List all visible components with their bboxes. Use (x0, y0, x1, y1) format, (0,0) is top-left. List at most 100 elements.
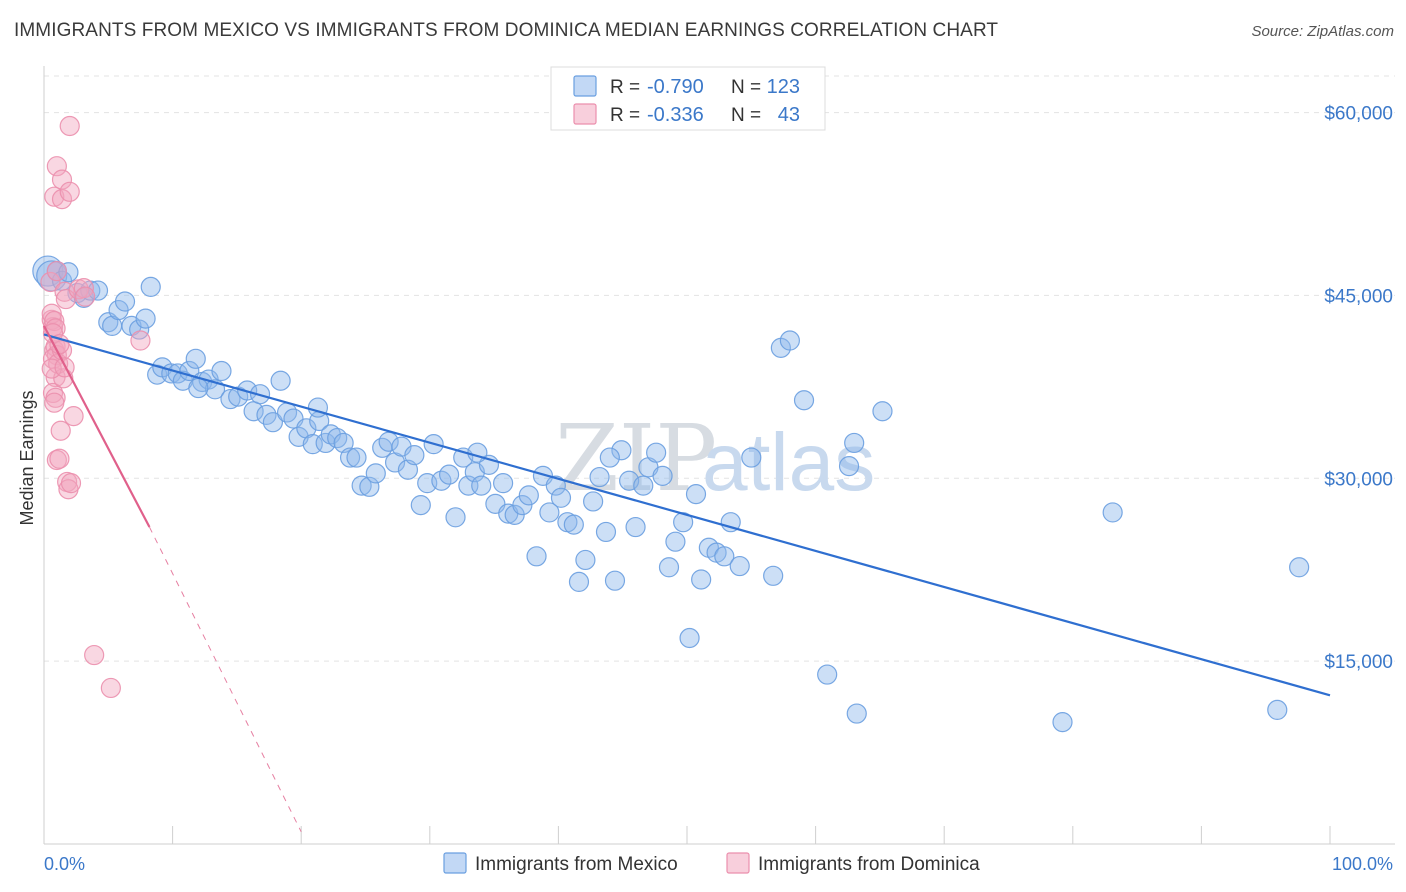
point-dominica (40, 271, 61, 293)
point-mexico (262, 412, 284, 433)
y-tick-label: $30,000 (1324, 469, 1393, 490)
chart-title: IMMIGRANTS FROM MEXICO VS IMMIGRANTS FRO… (14, 20, 999, 41)
x-tick-label-end: 100.0% (1332, 854, 1393, 874)
point-mexico (741, 447, 762, 468)
point-mexico (779, 330, 800, 351)
legend-bottom: Immigrants from Mexico Immigrants from Do… (443, 852, 980, 875)
legend-r-value: -0.336 (647, 104, 704, 126)
point-mexico (351, 475, 372, 496)
point-mexico (1052, 711, 1073, 733)
point-mexico (568, 571, 590, 593)
point-mexico (714, 546, 735, 567)
point-mexico (539, 502, 560, 523)
point-mexico (679, 627, 700, 649)
legend-top-box (550, 66, 826, 131)
watermark-atlas: atlas (702, 417, 875, 508)
point-dominica (49, 448, 70, 469)
trendline-dominica-dashed (149, 526, 302, 833)
chart-source: Source: ZipAtlas.com (1251, 23, 1394, 40)
point-mexico (512, 495, 533, 516)
legend-bottom-swatch-dominica (726, 852, 750, 874)
point-mexico (595, 521, 617, 543)
point-mexico (691, 569, 712, 590)
point-mexico (270, 370, 291, 391)
point-dominica (84, 644, 105, 666)
point-mexico (410, 495, 431, 516)
points-layer (32, 115, 1310, 733)
y-tick-label: $15,000 (1324, 652, 1393, 673)
point-mexico (763, 565, 784, 586)
point-mexico (365, 463, 386, 484)
point-mexico (1267, 699, 1288, 721)
point-mexico (658, 557, 680, 578)
point-mexico (817, 664, 838, 685)
point-mexico (493, 473, 514, 494)
point-mexico (633, 475, 654, 496)
point-mexico (583, 491, 604, 512)
point-mexico (604, 570, 626, 591)
legend-top: R = -0.790 N = 123 R = -0.336 N = 43 (550, 66, 826, 131)
point-dominica (60, 473, 82, 494)
point-mexico (188, 377, 209, 399)
point-dominica (44, 392, 65, 413)
point-mexico (438, 464, 460, 485)
point-mexico (575, 549, 596, 571)
legend-swatch-dominica (573, 103, 597, 125)
point-dominica (100, 677, 121, 699)
point-mexico (346, 447, 367, 468)
legend-r-value: -0.790 (647, 76, 704, 98)
point-mexico (646, 442, 667, 463)
legend-n-value: 123 (767, 76, 800, 98)
watermark: ZIP atlas (555, 405, 875, 512)
point-mexico (339, 447, 361, 468)
legend-r-label: R = (610, 77, 640, 98)
legend-bottom-label-dominica: Immigrants from Dominica (758, 854, 980, 875)
point-mexico (729, 555, 750, 577)
point-mexico (545, 475, 566, 496)
point-dominica (130, 330, 151, 351)
point-mexico (471, 475, 492, 496)
point-mexico (685, 484, 707, 505)
point-mexico (599, 447, 620, 468)
point-mexico (793, 390, 815, 411)
point-dominica (59, 181, 80, 202)
point-mexico (1289, 557, 1310, 578)
point-dominica (46, 156, 67, 177)
point-mexico (844, 432, 865, 454)
point-dominica (44, 186, 65, 207)
legend-n-label: N = (731, 105, 761, 126)
trend-layer (43, 325, 1331, 833)
point-dominica (75, 286, 96, 307)
point-mexico (563, 514, 584, 535)
point-mexico (404, 445, 425, 466)
y-tick-label: $60,000 (1324, 104, 1393, 125)
point-mexico (838, 455, 860, 477)
point-dominica (59, 115, 80, 137)
y-axis-label: Median Earnings (17, 390, 37, 525)
legend-n-label: N = (731, 77, 761, 98)
point-mexico (625, 516, 646, 538)
point-mexico (135, 308, 156, 329)
point-mexico (211, 360, 232, 382)
point-dominica (46, 260, 67, 282)
trendline-dominica (43, 325, 151, 528)
point-mexico (665, 531, 686, 552)
point-mexico (550, 487, 572, 508)
point-mexico (652, 465, 673, 486)
point-mexico (445, 507, 466, 528)
point-mexico (140, 276, 161, 297)
point-mexico (872, 401, 893, 422)
legend-bottom-swatch-mexico (443, 852, 467, 874)
point-mexico (846, 703, 867, 724)
legend-bottom-label-mexico: Immigrants from Mexico (475, 854, 678, 875)
legend-n-value: 43 (778, 104, 800, 126)
point-mexico (467, 442, 488, 463)
legend-r-label: R = (610, 105, 640, 126)
watermark-zip: ZIP (555, 405, 717, 512)
point-dominica (50, 420, 71, 441)
point-dominica (51, 189, 73, 210)
point-dominica (73, 278, 94, 299)
point-mexico (1102, 502, 1123, 523)
x-tick-label-start: 0.0% (44, 854, 85, 874)
